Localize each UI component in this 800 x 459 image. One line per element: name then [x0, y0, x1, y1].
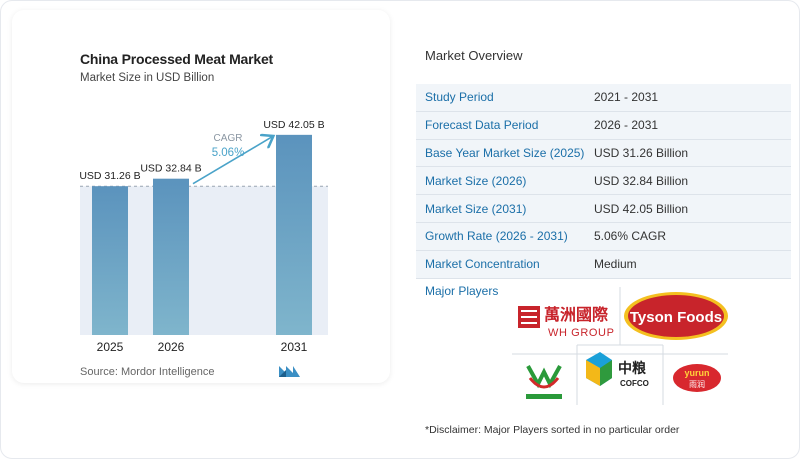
x-tick-2031: 2031: [281, 340, 308, 354]
chart-subtitle: Market Size in USD Billion: [80, 72, 215, 84]
row-divider: [416, 277, 791, 279]
overview-row: Market Concentration Medium: [416, 250, 791, 278]
row-divider: [416, 194, 791, 196]
overview-row: Forecast Data Period 2026 - 2031: [416, 111, 791, 139]
tyson-foods-name: Tyson Foods: [630, 309, 722, 326]
cofco-latin: COFCO: [620, 379, 649, 388]
market-overview-title: Market Overview: [425, 48, 523, 63]
overview-key: Market Size (2026): [425, 173, 527, 188]
overview-value: 2021 - 2031: [594, 90, 659, 105]
overview-value: 2026 - 2031: [594, 118, 659, 133]
tyson-foods-logo-icon: Tyson Foods: [624, 292, 728, 340]
overview-key: Market Size (2031): [425, 201, 527, 216]
overview-key: Study Period: [425, 90, 494, 105]
value-label-2025: USD 31.26 B: [79, 170, 140, 182]
bar-2031: [276, 134, 312, 335]
cagr-label: CAGR: [214, 133, 243, 144]
wh-group-chinese: 萬洲國際: [544, 305, 609, 324]
disclaimer: *Disclaimer: Major Players sorted in no …: [425, 424, 680, 436]
row-divider: [416, 138, 791, 140]
bar-2025: [92, 186, 128, 335]
row-divider: [416, 166, 791, 168]
wh-group-latin: WH GROUP: [548, 327, 615, 339]
bar-2026: [153, 178, 189, 335]
value-label-2026: USD 32.84 B: [140, 163, 201, 175]
overview-key: Base Year Market Size (2025): [425, 145, 585, 160]
row-divider: [416, 221, 791, 223]
bar-chart: USD 31.26 B 2025 USD 32.84 B 2026 USD 42.05 …: [79, 119, 328, 354]
overview-row: Market Size (2026) USD 32.84 Billion: [416, 167, 791, 195]
x-tick-2025: 2025: [97, 340, 124, 354]
overview-key: Forecast Data Period: [425, 118, 539, 133]
overview-value: USD 32.84 Billion: [594, 173, 689, 188]
overview-row: Growth Rate (2026 - 2031) 5.06% CAGR: [416, 222, 791, 250]
x-tick-2026: 2026: [158, 340, 185, 354]
yurun-latin: yurun: [684, 368, 709, 378]
wh-group-logo-icon: 萬洲國際 WH GROUP: [518, 305, 615, 339]
green-emblem-logo-icon: [522, 362, 566, 402]
mordor-intelligence-logo-icon: [279, 366, 300, 377]
cofco-logo-icon: 中粮 COFCO: [586, 352, 649, 388]
overview-key: Growth Rate (2026 - 2031): [425, 229, 568, 244]
value-label-2031: USD 42.05 B: [263, 119, 324, 131]
cagr-arrow: [192, 137, 272, 185]
market-overview-table: Study Period 2021 - 2031 Forecast Data P…: [416, 84, 791, 279]
row-divider: [416, 110, 791, 112]
overview-key: Market Concentration: [425, 257, 540, 272]
overview-value: USD 31.26 Billion: [594, 145, 689, 160]
cofco-chinese: 中粮: [618, 360, 647, 377]
major-players-label: Major Players: [425, 284, 499, 298]
overview-row: Study Period 2021 - 2031: [416, 84, 791, 111]
yurun-chinese: 雨润: [689, 379, 705, 389]
chart-title: China Processed Meat Market: [80, 51, 274, 67]
cagr-value: 5.06%: [212, 147, 245, 159]
overview-value: USD 42.05 Billion: [594, 201, 689, 216]
row-divider: [416, 249, 791, 251]
overview-row: Base Year Market Size (2025) USD 31.26 B…: [416, 139, 791, 167]
source-note: Source: Mordor Intelligence: [80, 366, 215, 378]
overview-value: Medium: [594, 257, 637, 272]
overview-row: Market Size (2031) USD 42.05 Billion: [416, 195, 791, 222]
overview-value: 5.06% CAGR: [594, 229, 667, 244]
yurun-logo-icon: yurun 雨润: [673, 364, 721, 392]
